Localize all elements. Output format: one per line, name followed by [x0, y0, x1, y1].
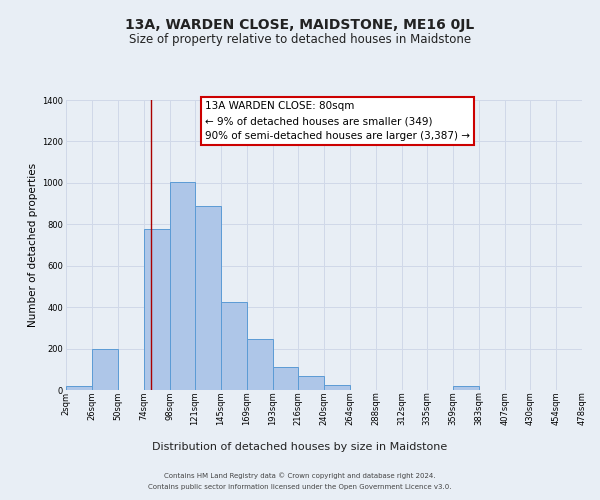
Text: Contains public sector information licensed under the Open Government Licence v3: Contains public sector information licen…: [148, 484, 452, 490]
Text: Distribution of detached houses by size in Maidstone: Distribution of detached houses by size …: [152, 442, 448, 452]
Bar: [92, 348, 118, 390]
Text: Size of property relative to detached houses in Maidstone: Size of property relative to detached ho…: [129, 32, 471, 46]
Bar: [221, 302, 247, 390]
Bar: [195, 206, 221, 390]
Bar: [247, 339, 273, 390]
Text: Contains HM Land Registry data © Crown copyright and database right 2024.: Contains HM Land Registry data © Crown c…: [164, 472, 436, 479]
Bar: [324, 385, 350, 390]
Bar: [273, 367, 298, 390]
Bar: [298, 376, 324, 390]
Text: 13A, WARDEN CLOSE, MAIDSTONE, ME16 0JL: 13A, WARDEN CLOSE, MAIDSTONE, ME16 0JL: [125, 18, 475, 32]
Y-axis label: Number of detached properties: Number of detached properties: [28, 163, 38, 327]
Text: 13A WARDEN CLOSE: 80sqm
← 9% of detached houses are smaller (349)
90% of semi-de: 13A WARDEN CLOSE: 80sqm ← 9% of detached…: [205, 102, 470, 141]
Bar: [144, 230, 170, 390]
Bar: [170, 182, 195, 390]
Bar: [66, 386, 92, 390]
Bar: [453, 386, 479, 390]
